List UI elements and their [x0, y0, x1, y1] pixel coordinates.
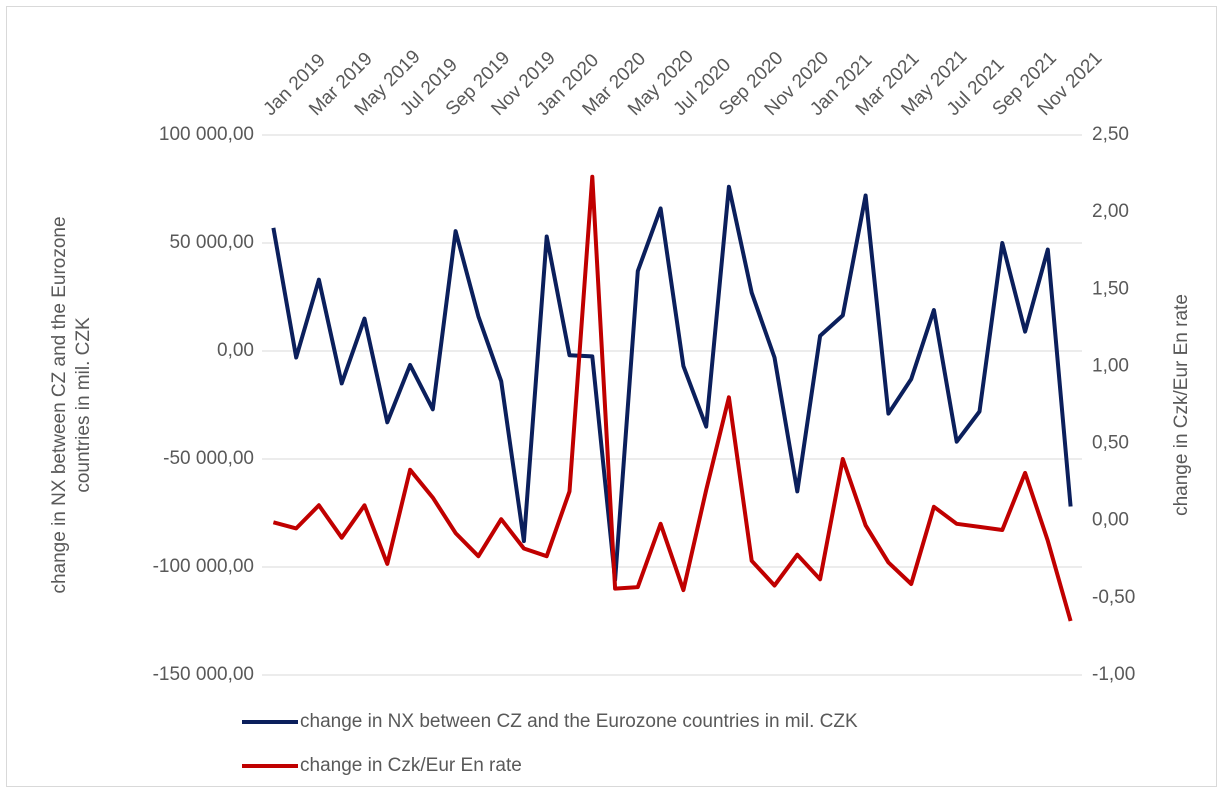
series-line — [272, 174, 1073, 622]
legend-label: change in NX between CZ and the Eurozone… — [300, 711, 858, 732]
series-line — [271, 184, 1073, 582]
y-tick-label: 0,00 — [217, 340, 254, 361]
y-tick-label: -150 000,00 — [153, 664, 254, 685]
y2-tick-label: 2,50 — [1092, 124, 1129, 145]
y-tick-label: -50 000,00 — [163, 448, 254, 469]
y2-tick-label: 2,00 — [1092, 201, 1129, 222]
y2-tick-label: 0,50 — [1092, 433, 1129, 454]
y-tick-label: -100 000,00 — [153, 556, 254, 577]
y2-tick-label: 1,00 — [1092, 355, 1129, 376]
y-axis-title-line: change in NX between CZ and the Eurozone — [49, 216, 70, 593]
y2-tick-label: 1,50 — [1092, 278, 1129, 299]
y2-axis-title: change in Czk/Eur En rate — [1171, 294, 1192, 516]
y2-tick-label: 0,00 — [1092, 510, 1129, 531]
y2-tick-label: -1,00 — [1092, 664, 1135, 685]
legend-label: change in Czk/Eur En rate — [300, 755, 522, 776]
y-axis-title-line: countries in mil. CZK — [73, 317, 94, 493]
chart-border — [6, 6, 1217, 787]
y-tick-label: 100 000,00 — [159, 124, 254, 145]
y-tick-label: 50 000,00 — [169, 232, 254, 253]
y2-tick-label: -0,50 — [1092, 587, 1135, 608]
y-axis-title: change in NX between CZ and the Eurozone… — [49, 216, 94, 593]
